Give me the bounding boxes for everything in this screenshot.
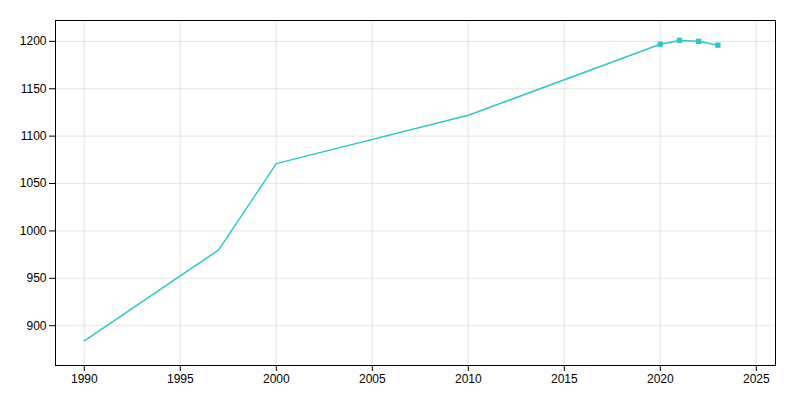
svg-text:2025: 2025	[743, 372, 770, 386]
svg-text:1150: 1150	[21, 82, 47, 96]
svg-text:900: 900	[26, 319, 46, 333]
svg-text:2010: 2010	[455, 372, 482, 386]
svg-text:1995: 1995	[167, 372, 194, 386]
svg-text:1990: 1990	[71, 372, 98, 386]
svg-text:2020: 2020	[647, 372, 674, 386]
svg-text:1100: 1100	[21, 129, 47, 143]
svg-text:1050: 1050	[20, 176, 47, 190]
svg-text:2015: 2015	[551, 372, 578, 386]
svg-text:2005: 2005	[359, 372, 386, 386]
svg-text:1200: 1200	[20, 34, 47, 48]
svg-text:950: 950	[26, 271, 46, 285]
svg-text:1000: 1000	[20, 224, 47, 238]
svg-text:2000: 2000	[263, 372, 290, 386]
